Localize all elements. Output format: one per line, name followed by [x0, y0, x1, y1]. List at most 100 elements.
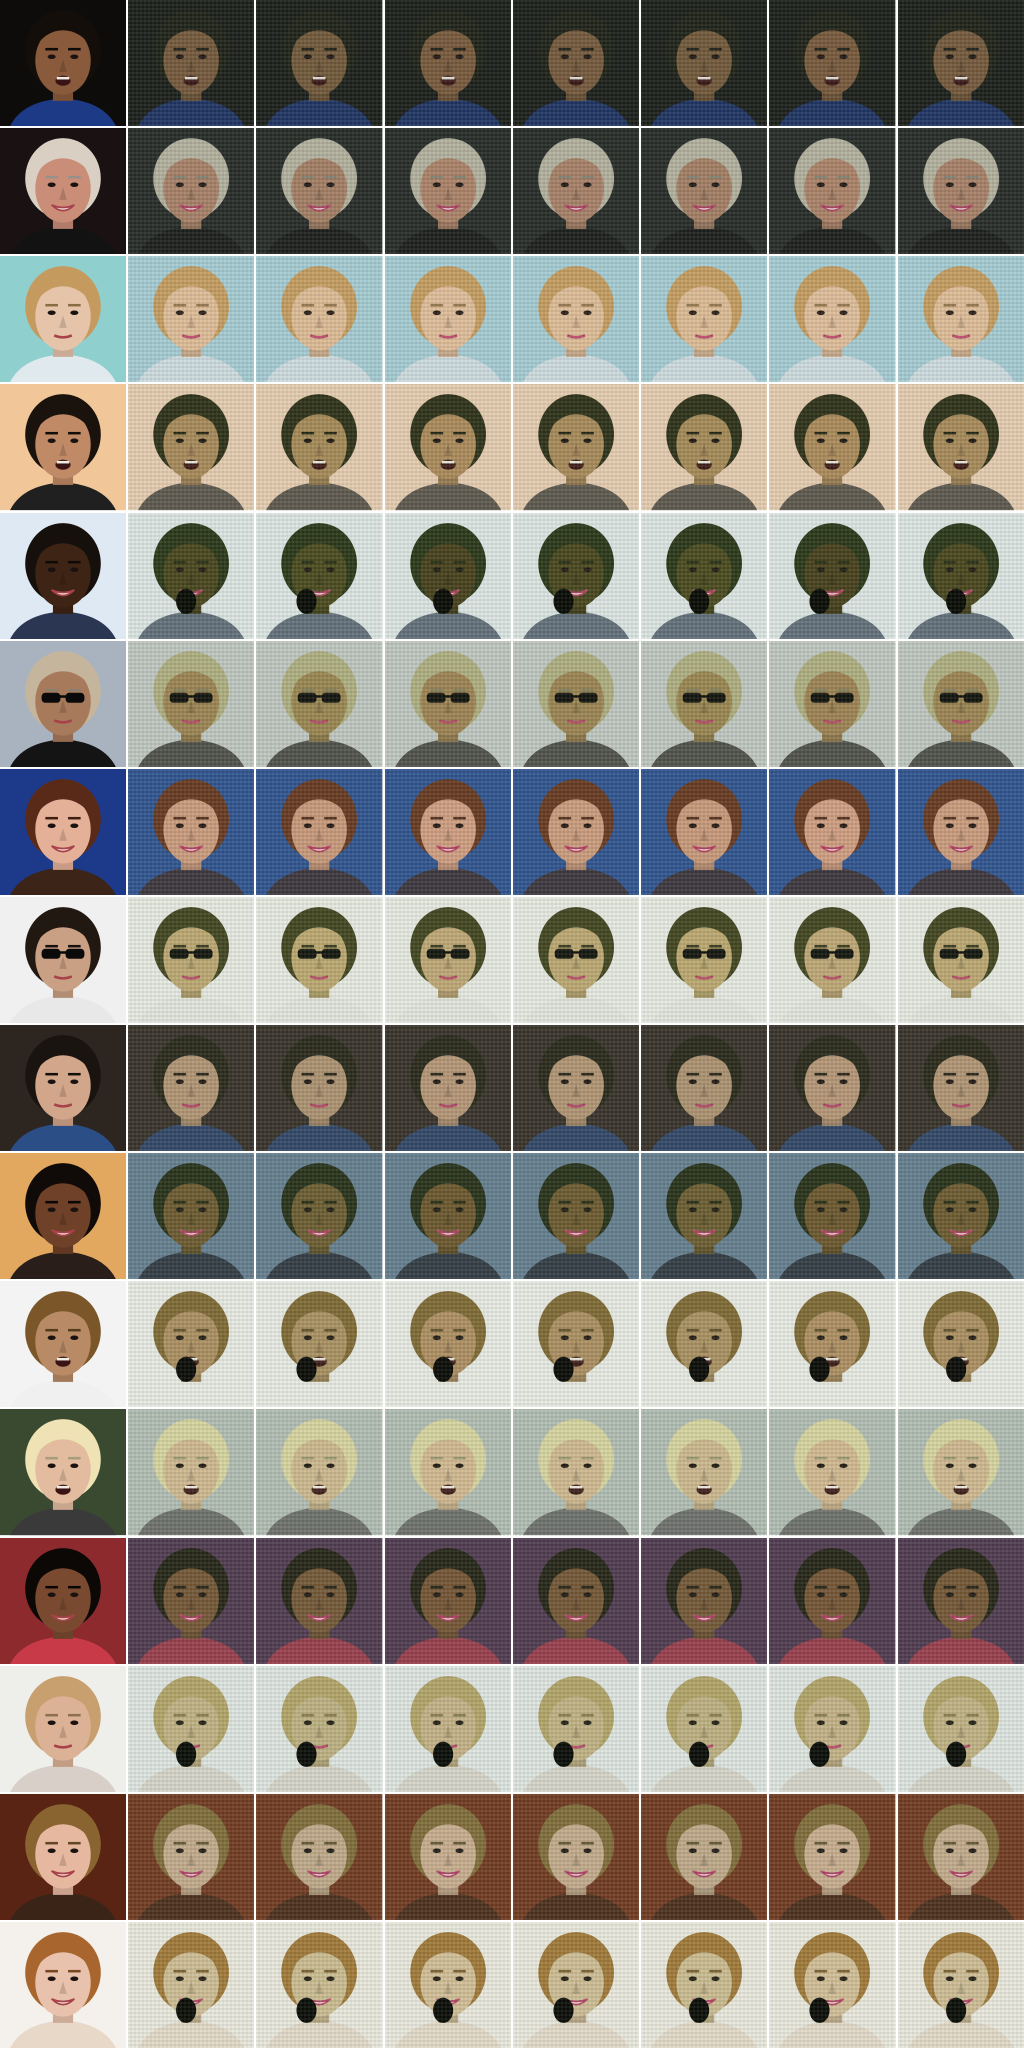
generated-face-image [897, 1537, 1024, 1664]
generated-face-image [641, 128, 768, 255]
generated-face-image [256, 128, 383, 255]
generated-face-image [128, 1025, 255, 1152]
face-portrait [641, 768, 768, 895]
generated-face-image [256, 768, 383, 895]
face-portrait [512, 1537, 640, 1664]
face-portrait [641, 1665, 768, 1792]
face-portrait [769, 0, 896, 127]
face-portrait [384, 1665, 511, 1792]
face-portrait [128, 512, 255, 639]
generated-face-image [512, 1537, 640, 1664]
generated-face-image [641, 256, 768, 383]
face-portrait [769, 1281, 896, 1408]
generated-face-image [897, 128, 1024, 255]
generated-face-image [384, 1921, 511, 2048]
generated-face-image [897, 768, 1024, 895]
face-portrait [256, 384, 383, 511]
generated-face-image [897, 896, 1024, 1023]
generated-face-image [641, 0, 768, 127]
generated-face-image [128, 1409, 255, 1536]
face-portrait [512, 0, 640, 127]
face-portrait [641, 0, 768, 127]
face-portrait [897, 1409, 1024, 1536]
input-face-image [0, 1153, 126, 1280]
face-portrait [256, 1409, 383, 1536]
face-portrait [384, 256, 511, 383]
generated-face-image [256, 512, 383, 639]
generated-face-image [769, 256, 896, 383]
face-portrait [769, 1409, 896, 1536]
face-portrait [769, 1665, 896, 1792]
input-face-image [0, 1281, 126, 1408]
generated-face-image [769, 768, 896, 895]
face-portrait [897, 1921, 1024, 2048]
face-portrait [641, 640, 768, 767]
face-portrait [897, 1025, 1024, 1152]
generated-face-image [512, 384, 640, 511]
generated-face-image [641, 512, 768, 639]
generated-face-image [384, 1281, 511, 1408]
face-portrait [0, 640, 126, 767]
face-portrait [0, 0, 126, 127]
generated-face-image [769, 1921, 896, 2048]
generated-face-image [512, 1793, 640, 1920]
face-portrait [256, 1793, 383, 1920]
generated-face-image [769, 1409, 896, 1536]
input-face-image [0, 1793, 126, 1920]
face-portrait [512, 1281, 640, 1408]
generated-face-image [769, 1281, 896, 1408]
generated-face-image [769, 512, 896, 639]
face-portrait [0, 1793, 126, 1920]
input-face-image [0, 384, 126, 511]
face-portrait [256, 0, 383, 127]
generated-face-image [897, 1921, 1024, 2048]
generated-face-image [512, 1409, 640, 1536]
face-portrait [641, 1025, 768, 1152]
face-portrait [897, 640, 1024, 767]
generated-face-image [128, 384, 255, 511]
face-portrait [897, 1281, 1024, 1408]
generated-face-image [256, 1153, 383, 1280]
face-portrait [256, 512, 383, 639]
generated-face-image [512, 768, 640, 895]
generated-face-image [256, 640, 383, 767]
generated-face-image [512, 640, 640, 767]
generated-face-image [641, 1153, 768, 1280]
face-portrait [256, 640, 383, 767]
face-portrait [641, 1793, 768, 1920]
generated-face-image [128, 1793, 255, 1920]
face-portrait [128, 1153, 255, 1280]
generated-face-image [384, 256, 511, 383]
face-portrait [256, 1025, 383, 1152]
generated-face-image [384, 1153, 511, 1280]
face-portrait [128, 1537, 255, 1664]
generated-face-image [512, 512, 640, 639]
face-portrait [128, 1281, 255, 1408]
face-portrait [256, 256, 383, 383]
generated-face-image [897, 256, 1024, 383]
face-portrait [641, 1281, 768, 1408]
generated-face-image [256, 256, 383, 383]
generated-face-image [512, 128, 640, 255]
generated-face-image [512, 1665, 640, 1792]
generated-face-image [128, 1921, 255, 2048]
face-portrait [512, 896, 640, 1023]
face-portrait [769, 1921, 896, 2048]
generated-face-image [769, 1153, 896, 1280]
face-portrait [128, 768, 255, 895]
generated-face-image [256, 1537, 383, 1664]
face-portrait [0, 1921, 126, 2048]
face-portrait [128, 896, 255, 1023]
face-portrait [0, 896, 126, 1023]
input-face-image [0, 768, 126, 895]
generated-face-image [641, 1793, 768, 1920]
input-face-image [0, 1537, 126, 1664]
face-portrait [769, 256, 896, 383]
generated-face-image [641, 1281, 768, 1408]
face-portrait [512, 384, 640, 511]
face-portrait [0, 1665, 126, 1792]
face-portrait [769, 1025, 896, 1152]
face-portrait [256, 1665, 383, 1792]
generated-face-image [128, 1537, 255, 1664]
